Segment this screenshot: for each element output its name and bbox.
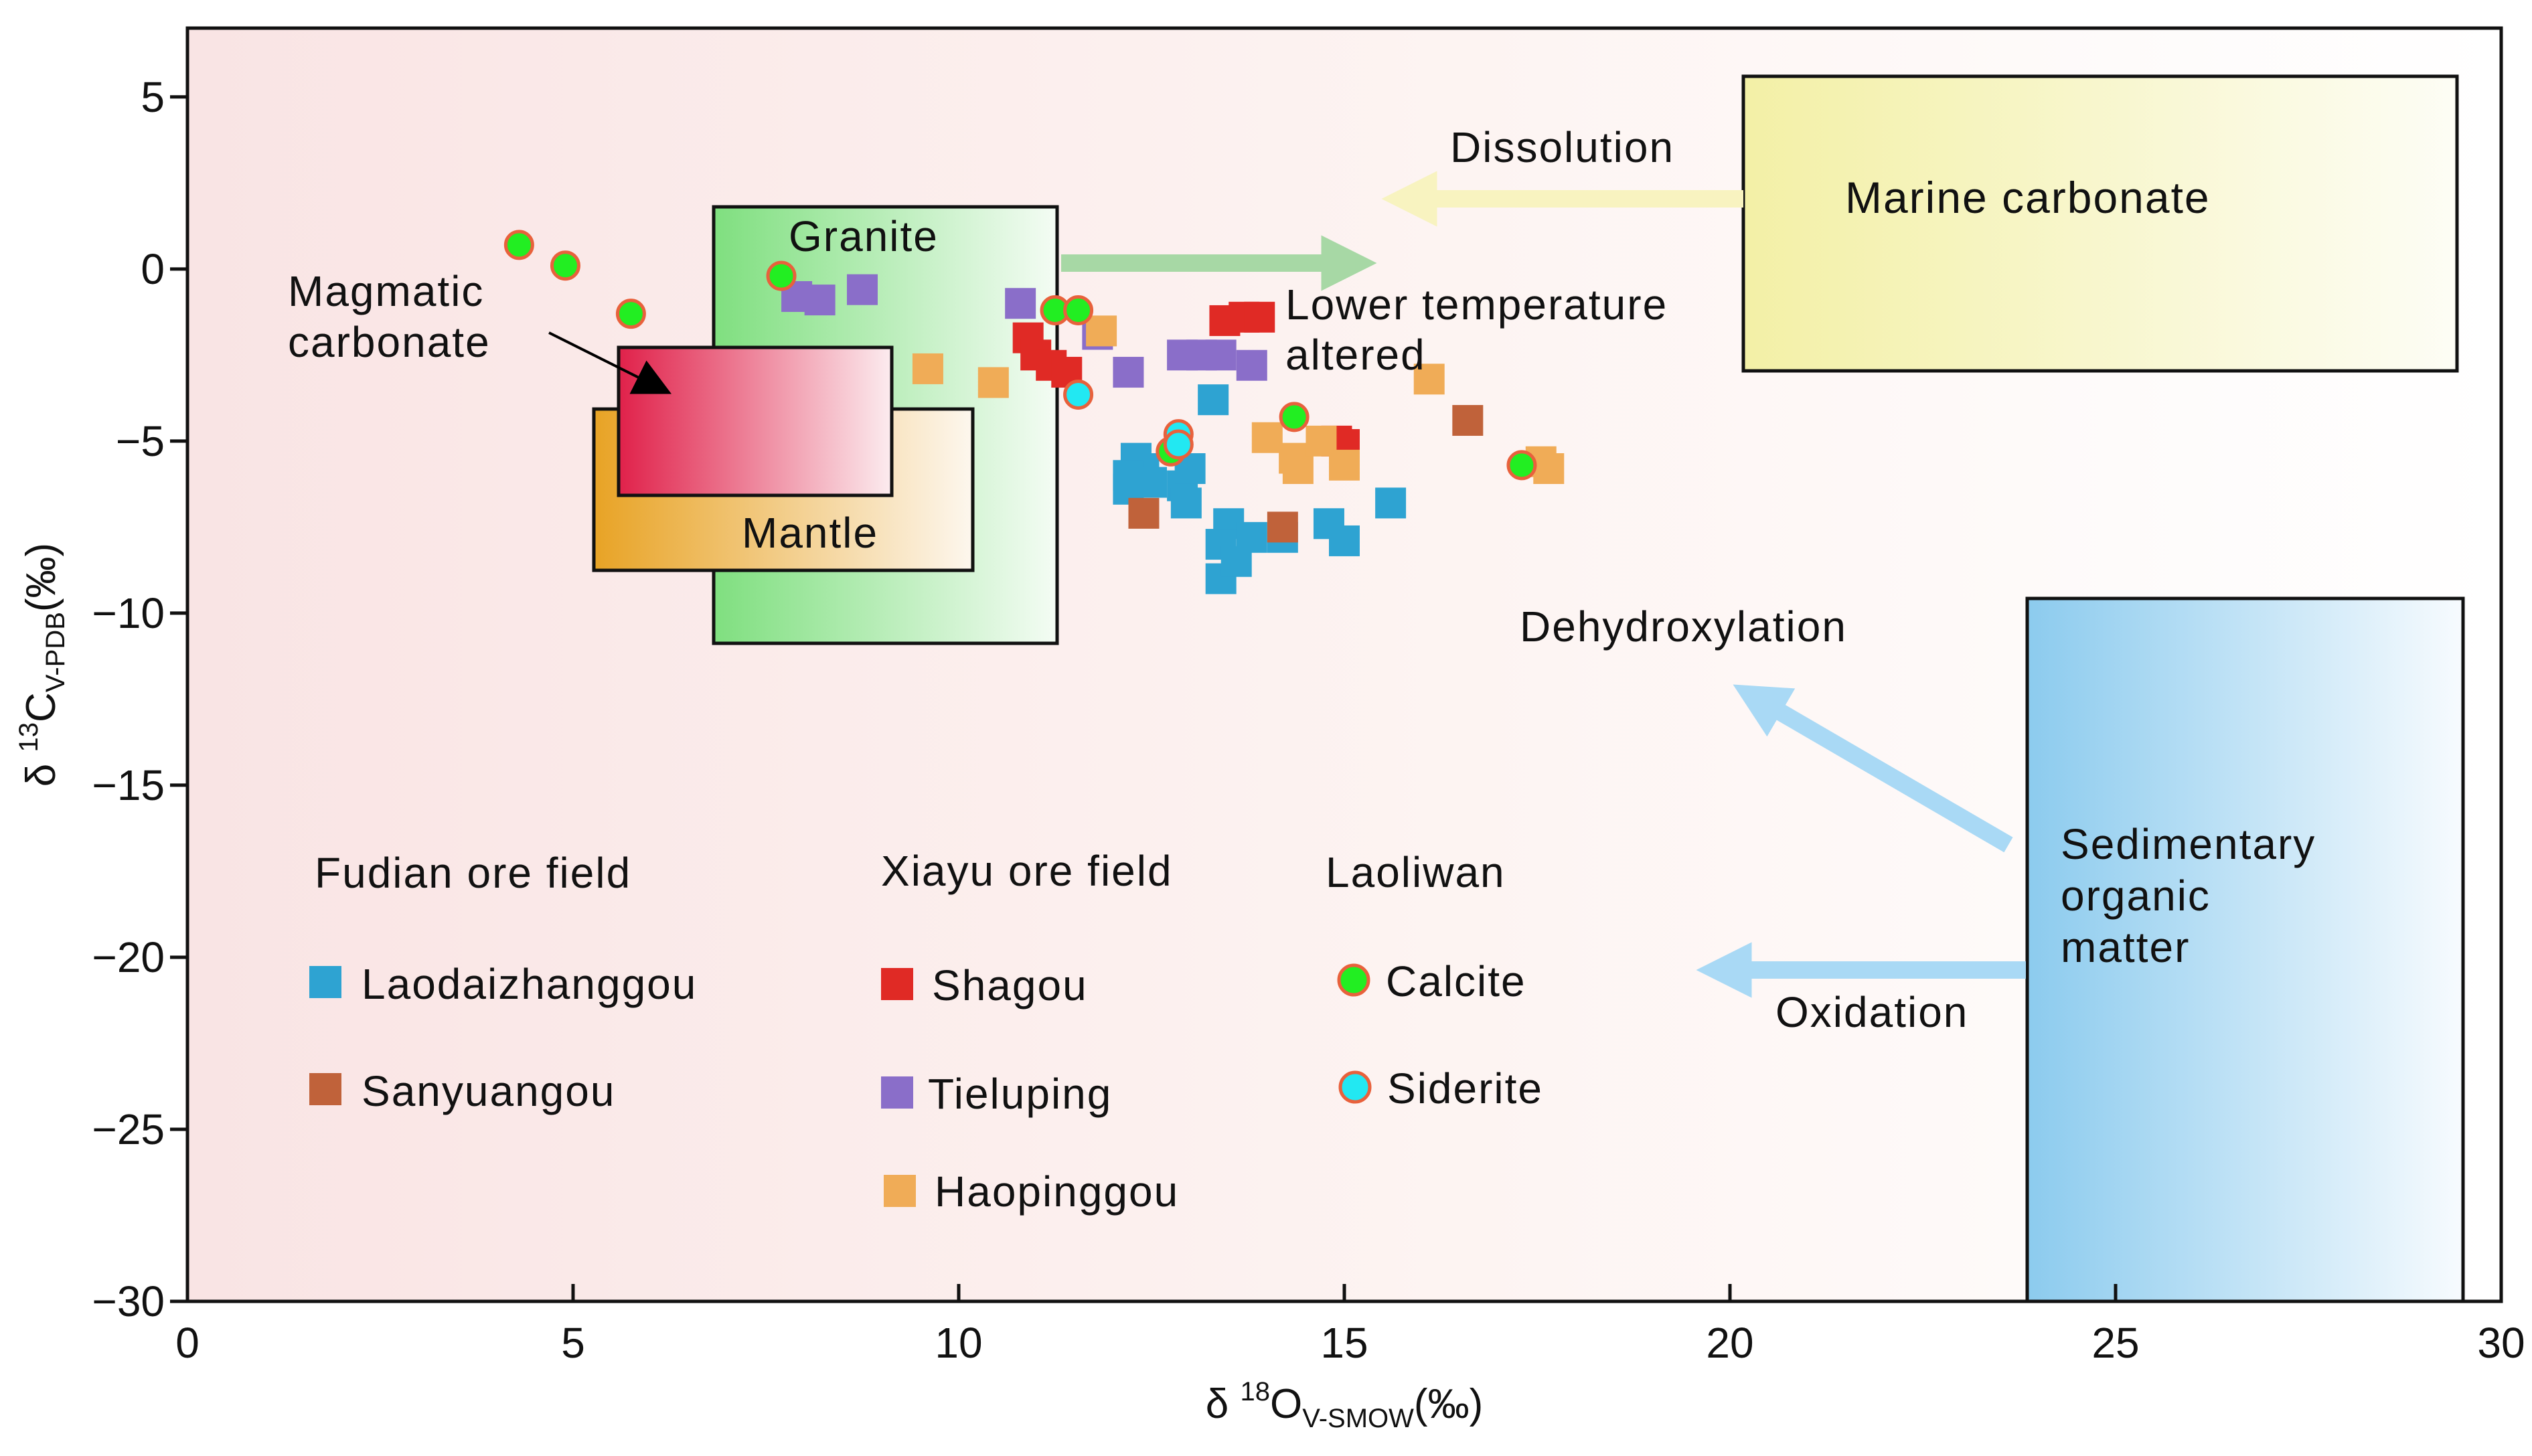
x-tick-label-25: 25 <box>2091 1319 2139 1367</box>
point-haopinggou-8 <box>1413 363 1445 395</box>
y-tick-label--20: −20 <box>92 933 165 981</box>
y-axis-prefix: δ <box>18 752 64 787</box>
y-tick-label--10: −10 <box>92 589 165 637</box>
sedimentary-label-line3: matter <box>2061 923 2190 971</box>
mantle-label: Mantle <box>742 509 878 557</box>
legend: Fudian ore field Xiayu ore field Laoliwa… <box>309 847 1543 1216</box>
y-tick-label-0: 0 <box>141 245 165 293</box>
x-axis-sub: V-SMOW <box>1302 1404 1414 1433</box>
point-haopinggou-5 <box>1282 453 1314 484</box>
x-tick-label-10: 10 <box>935 1319 982 1367</box>
x-axis-title: δ 18OV-SMOW(‰) <box>1206 1377 1483 1433</box>
legend-group-fudian: Fudian ore field <box>315 849 631 897</box>
point-haopinggou-10 <box>1533 453 1565 484</box>
legend-label-calcite: Calcite <box>1386 957 1526 1005</box>
point-haopinggou-1 <box>977 367 1009 398</box>
magmatic-label-line1: Magmatic <box>288 267 484 315</box>
y-axis-sub: V-PDB <box>41 612 70 692</box>
y-tick-label--30: −30 <box>92 1277 165 1325</box>
point-calcite-2 <box>615 299 646 329</box>
point-tieluping-8 <box>1205 339 1237 371</box>
legend-marker-sanyuangou <box>309 1073 341 1105</box>
legend-label-tieluping: Tieluping <box>928 1070 1112 1118</box>
legend-marker-siderite <box>1338 1070 1372 1104</box>
point-calcite-0 <box>503 230 534 260</box>
legend-marker-calcite <box>1337 963 1370 997</box>
legend-label-shagou: Shagou <box>932 961 1088 1009</box>
point-tieluping-5 <box>1113 357 1144 388</box>
legend-label-laodaizhanggou: Laodaizhanggou <box>362 960 697 1008</box>
point-haopinggou-2 <box>1086 315 1117 347</box>
x-tick-label-20: 20 <box>1706 1319 1753 1367</box>
point-calcite-8 <box>1506 450 1537 481</box>
point-laodaizhanggou-7 <box>1170 487 1202 519</box>
oxidation-label: Oxidation <box>1775 988 1968 1036</box>
point-sanyuangou-0 <box>1128 497 1160 529</box>
point-tieluping-2 <box>847 274 878 305</box>
legend-group-xiayu: Xiayu ore field <box>881 847 1173 895</box>
y-tick-label--15: −15 <box>92 761 165 809</box>
granite-label: Granite <box>789 212 939 260</box>
y-tick-label--5: −5 <box>116 417 165 465</box>
point-sanyuangou-2 <box>1452 405 1484 436</box>
point-haopinggou-7 <box>1329 449 1360 481</box>
y-axis-main: C <box>18 692 64 722</box>
sedimentary-organic-matter-field <box>2025 596 2465 1303</box>
lower-temperature-label-line2: altered <box>1285 331 1426 379</box>
point-calcite-1 <box>550 250 580 281</box>
point-calcite-3 <box>766 260 797 291</box>
point-laodaizhanggou-13 <box>1220 546 1252 577</box>
x-axis-prefix: δ <box>1206 1381 1241 1427</box>
legend-marker-shagou <box>881 968 913 1000</box>
point-laodaizhanggou-17 <box>1375 487 1407 519</box>
legend-label-siderite: Siderite <box>1387 1064 1543 1113</box>
sedimentary-label-line2: organic <box>2061 872 2211 920</box>
point-haopinggou-0 <box>912 353 943 384</box>
legend-label-haopinggou: Haopinggou <box>935 1167 1179 1216</box>
x-tick-label-30: 30 <box>2477 1319 2525 1367</box>
y-tick-label--25: −25 <box>92 1105 165 1153</box>
x-tick-label-5: 5 <box>561 1319 585 1367</box>
legend-marker-laodaizhanggou <box>309 966 341 998</box>
marine-carbonate-field <box>1741 74 2459 373</box>
x-tick-label-0: 0 <box>175 1319 200 1367</box>
magmatic-pointer-arrow <box>548 331 672 394</box>
y-axis-sup: 13 <box>14 722 44 752</box>
sedimentary-label-line1: Sedimentary <box>2061 820 2316 868</box>
point-calcite-5 <box>1063 295 1094 326</box>
x-tick-label-15: 15 <box>1320 1319 1368 1367</box>
legend-marker-haopinggou <box>884 1175 916 1207</box>
magmatic-carbonate-field <box>617 345 894 497</box>
point-siderite-0 <box>1063 379 1094 410</box>
point-sanyuangou-1 <box>1267 511 1298 543</box>
point-tieluping-3 <box>1005 288 1036 319</box>
legend-group-laoliwan: Laoliwan <box>1326 848 1506 896</box>
magmatic-label-line2: carbonate <box>288 318 491 366</box>
dehydroxylation-arrow <box>1733 684 2013 853</box>
point-siderite-2 <box>1163 429 1194 460</box>
point-shagou-2 <box>1244 301 1275 333</box>
axis-ticks: 0 5 10 15 20 25 30 5 0 −5 −10 −15 −20 −25 −30 <box>92 73 2525 1367</box>
legend-label-sanyuangou: Sanyuangou <box>362 1067 615 1115</box>
x-axis-unit: (‰) <box>1414 1381 1483 1427</box>
point-laodaizhanggou-8 <box>1198 384 1229 416</box>
point-haopinggou-3 <box>1251 422 1283 453</box>
marine-carbonate-label: Marine carbonate <box>1845 173 2211 222</box>
point-tieluping-1 <box>804 285 836 316</box>
lower-temperature-label-line1: Lower temperature <box>1285 280 1668 329</box>
point-calcite-7 <box>1279 402 1310 432</box>
legend-marker-tieluping <box>881 1076 913 1109</box>
y-axis-unit: (‰) <box>18 543 64 612</box>
point-tieluping-9 <box>1236 349 1267 381</box>
point-laodaizhanggou-4 <box>1136 467 1167 498</box>
x-axis-main: O <box>1270 1381 1302 1427</box>
dissolution-label: Dissolution <box>1450 123 1674 171</box>
data-points <box>503 230 1565 594</box>
dehydroxylation-label: Dehydroxylation <box>1520 602 1847 651</box>
y-axis-title: δ 13CV-PDB(‰) <box>14 543 70 787</box>
y-tick-label-5: 5 <box>141 73 165 121</box>
x-axis-sup: 18 <box>1241 1377 1271 1406</box>
point-laodaizhanggou-16 <box>1329 525 1360 556</box>
